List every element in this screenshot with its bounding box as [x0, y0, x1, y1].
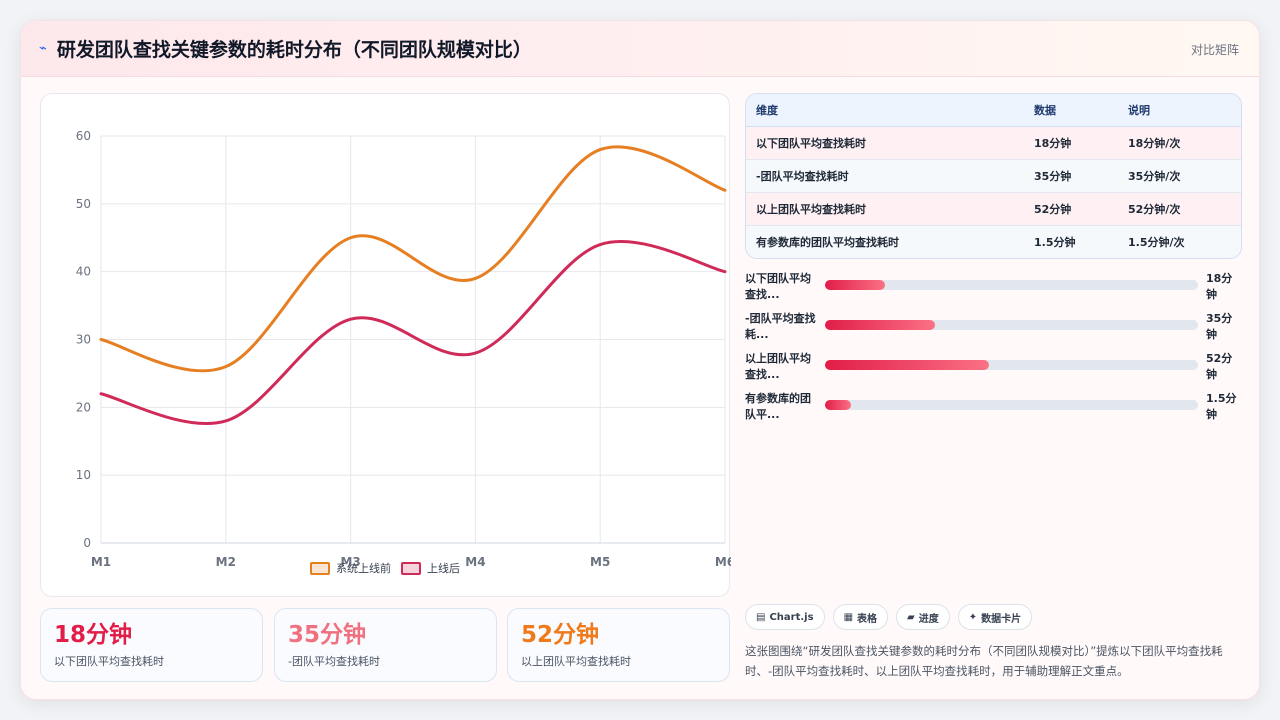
progress-value: 35分钟 [1206, 312, 1233, 341]
progress-fill [825, 320, 936, 330]
legend-swatch [310, 561, 330, 575]
line-chart-panel: 0 10 20 30 40 50 60 M1 M2 M3 M4 M5 M6 系统上线前 上线后 [40, 93, 731, 597]
kpi-card: 52分钟 以上团队平均查找耗时 [507, 608, 730, 682]
kpi-label: 以下团队平均查找耗时 [54, 655, 164, 668]
legend-item-1[interactable]: 上线后 [401, 560, 460, 576]
x-tick-label: M4 [465, 555, 485, 569]
tag-progress[interactable]: ▰ 进度 [896, 604, 950, 630]
column-header: 维度 [746, 94, 1024, 127]
table-cell: 1.5分钟/次 [1118, 225, 1241, 258]
progress-track [825, 360, 1198, 370]
table-cell: 18分钟/次 [1118, 126, 1241, 160]
progress-bars: 以下团队平均查找... 18分钟 -团队平均查找耗... 35分钟 以上团队平均… [745, 271, 1242, 431]
chart-legend: 系统上线前 上线后 [41, 560, 729, 576]
table-row: -团队平均查找耗时 35分钟 35分钟/次 [746, 159, 1241, 193]
progress-row: -团队平均查找耗... 35分钟 [745, 311, 1242, 351]
legend-label: 系统上线前 [336, 562, 391, 575]
series-line-1 [99, 240, 727, 426]
table-row: 以下团队平均查找耗时 18分钟 18分钟/次 [746, 126, 1241, 160]
y-tick-label: 40 [76, 265, 91, 279]
series-line-0 [99, 145, 727, 373]
description-text: 这张图围绕“研发团队查找关键参数的耗时分布（不同团队规模对比）”提炼以下团队平均… [745, 644, 1223, 678]
x-tick-label: M1 [91, 555, 111, 569]
progress-fill [825, 400, 852, 410]
tag-table[interactable]: ▦ 表格 [832, 604, 889, 630]
kpi-value: 35分钟 [288, 622, 367, 648]
kpi-value: 18分钟 [54, 622, 133, 648]
tag-label: 数据卡片 [981, 613, 1022, 625]
table-cell: 35分钟 [1024, 159, 1118, 193]
legend-swatch [401, 561, 421, 575]
table-icon: ▦ [843, 611, 854, 623]
y-tick-label: 10 [76, 468, 91, 482]
tag-label: 进度 [918, 613, 939, 625]
table-cell: 52分钟 [1024, 192, 1118, 226]
table-cell: -团队平均查找耗时 [746, 159, 1024, 193]
kpi-label: -团队平均查找耗时 [288, 655, 380, 668]
header-right-label: 对比矩阵 [1190, 43, 1239, 57]
column-header: 数据 [1024, 94, 1118, 127]
table-cell: 52分钟/次 [1118, 192, 1241, 226]
progress-track [825, 400, 1198, 410]
column-header: 说明 [1118, 94, 1241, 127]
progress-label: 以上团队平均查找... [745, 352, 811, 381]
table-cell: 以下团队平均查找耗时 [746, 126, 1024, 160]
kpi-label: 以上团队平均查找耗时 [521, 655, 631, 668]
header-bar: ⌁ 研发团队查找关键参数的耗时分布（不同团队规模对比） 对比矩阵 [21, 21, 1259, 77]
legend-label: 上线后 [427, 562, 460, 575]
kpi-card: 18分钟 以下团队平均查找耗时 [40, 608, 263, 682]
table-cell: 35分钟/次 [1118, 159, 1241, 193]
progress-track [825, 320, 1198, 330]
y-tick-label: 0 [83, 536, 91, 550]
x-tick-label: M2 [216, 555, 236, 569]
table-row: 以上团队平均查找耗时 52分钟 52分钟/次 [746, 192, 1241, 226]
y-tick-label: 30 [76, 333, 91, 347]
progress-fill [825, 280, 885, 290]
progress-value: 52分钟 [1206, 352, 1233, 381]
legend-item-0[interactable]: 系统上线前 [310, 560, 391, 576]
bolt-icon: ⌁ [39, 41, 47, 56]
x-tick-label: M3 [340, 555, 360, 569]
progress-label: 以下团队平均查找... [745, 272, 811, 301]
progress-row: 以上团队平均查找... 52分钟 [745, 351, 1242, 391]
progress-value: 1.5分钟 [1206, 392, 1237, 421]
x-tick-label: M6 [715, 555, 731, 569]
progress-row: 有参数库的团队平... 1.5分钟 [745, 391, 1242, 431]
tag-datacard[interactable]: ✦ 数据卡片 [957, 604, 1033, 630]
table-row: 有参数库的团队平均查找耗时 1.5分钟 1.5分钟/次 [746, 225, 1241, 258]
x-tick-label: M5 [590, 555, 610, 569]
chart-icon: ▤ [756, 611, 766, 623]
progress-row: 以下团队平均查找... 18分钟 [745, 271, 1242, 311]
progress-label: 有参数库的团队平... [745, 392, 811, 421]
table-cell: 18分钟 [1024, 126, 1118, 160]
data-table: 维度 数据 说明 以下团队平均查找耗时 18分钟 18分钟/次 -团队平均查找耗… [745, 93, 1242, 259]
sparkle-icon: ✦ [968, 611, 978, 623]
kpi-value: 52分钟 [521, 622, 600, 648]
page-title: 研发团队查找关键参数的耗时分布（不同团队规模对比） [56, 39, 532, 61]
main-card: ⌁ 研发团队查找关键参数的耗时分布（不同团队规模对比） 对比矩阵 0 10 20 30… [20, 20, 1260, 700]
kpi-card: 35分钟 -团队平均查找耗时 [274, 608, 497, 682]
progress-label: -团队平均查找耗... [745, 312, 816, 341]
progress-track [825, 280, 1198, 290]
tech-tags: ▤ Chart.js ▦ 表格 ▰ 进度 ✦ 数据卡片 [745, 604, 1033, 630]
progress-fill [825, 360, 990, 370]
tag-chartjs[interactable]: ▤ Chart.js [745, 604, 825, 630]
table-cell: 以上团队平均查找耗时 [746, 192, 1024, 226]
progress-value: 18分钟 [1206, 272, 1233, 301]
tag-label: 表格 [857, 613, 878, 625]
table-cell: 有参数库的团队平均查找耗时 [746, 225, 1024, 258]
tag-label: Chart.js [769, 611, 814, 623]
table-cell: 1.5分钟 [1024, 225, 1118, 258]
y-tick-label: 50 [76, 197, 91, 211]
progress-icon: ▰ [907, 611, 915, 623]
line-chart: 0 10 20 30 40 50 60 M1 M2 M3 M4 M5 M6 [76, 129, 731, 569]
kpi-cards: 18分钟 以下团队平均查找耗时 35分钟 -团队平均查找耗时 52分钟 以上团队… [40, 608, 730, 682]
y-tick-label: 60 [76, 129, 91, 143]
table-header-row: 维度 数据 说明 [746, 94, 1241, 127]
y-tick-label: 20 [76, 400, 91, 414]
